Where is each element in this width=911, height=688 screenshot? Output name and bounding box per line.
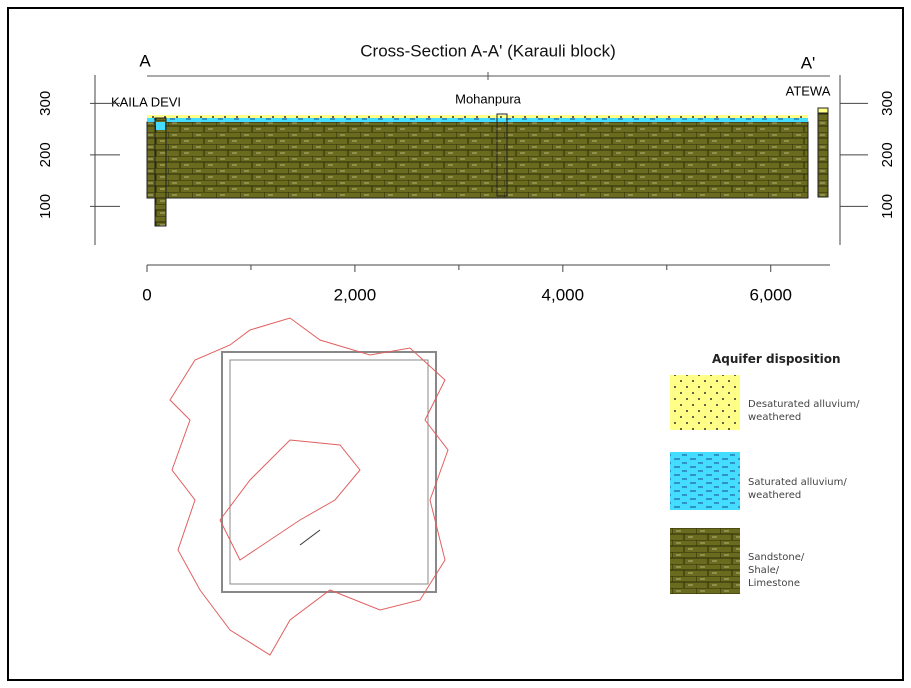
y-tick-label: 200 — [37, 142, 54, 167]
y2-tick-label: 300 — [879, 91, 896, 116]
y2-tick-label: 100 — [879, 194, 896, 219]
map — [168, 315, 455, 655]
legend-swatch — [670, 452, 740, 510]
legend-swatch — [670, 528, 740, 594]
end-label: A' — [801, 53, 816, 72]
layers — [147, 108, 828, 226]
saturated-layer — [147, 118, 808, 122]
legend-swatch — [670, 375, 740, 430]
well-label: ATEWA — [786, 83, 831, 98]
page: Cross-Section A-A' (Karauli block) A A' … — [0, 0, 911, 688]
legend-label: Sandstone/ Shale/ Limestone — [748, 551, 828, 590]
y-tick-label: 300 — [37, 91, 54, 116]
well-top — [818, 108, 828, 113]
sandstone-layer — [147, 122, 808, 198]
legend-label: Saturated alluvium/ weathered — [748, 476, 898, 502]
well-column — [818, 108, 828, 197]
x-tick-label: 4,000 — [542, 285, 585, 304]
legend-label: Desaturated alluvium/ weathered — [748, 398, 898, 424]
x-tick-label: 6,000 — [749, 285, 792, 304]
well-label: Mohanpura — [455, 91, 522, 106]
well-label: KAILA DEVI — [111, 94, 181, 109]
start-label: A — [139, 51, 151, 70]
y-tick-label: 100 — [37, 194, 54, 219]
y2-tick-label: 200 — [879, 142, 896, 167]
x-tick-label: 0 — [142, 285, 151, 304]
desaturated-layer — [147, 115, 808, 118]
legend-title: Aquifer disposition — [712, 352, 841, 366]
well-water — [156, 122, 165, 130]
x-tick-label: 2,000 — [334, 285, 377, 304]
section-title: Cross-Section A-A' (Karauli block) — [360, 41, 616, 60]
well-column — [155, 118, 166, 226]
